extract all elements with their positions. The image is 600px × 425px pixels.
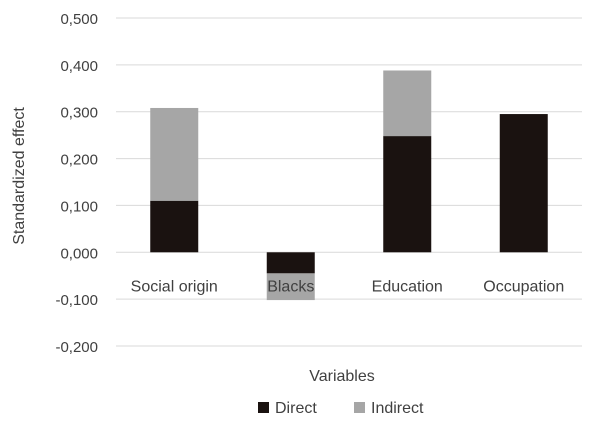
y-axis-ticks: 0,500 0,400 0,300 0,200 0,100 0,000 -0,100 -0,2… [55,11,98,356]
x-category-label: Occupation [483,278,564,295]
legend-label-indirect: Indirect [371,400,424,417]
legend-label-direct: Direct [275,400,317,417]
y-tick-label: 0,400 [60,58,98,75]
legend-swatch-direct [258,402,269,413]
y-tick-label: -0,100 [55,292,98,309]
y-tick-label: 0,200 [60,152,98,169]
bar-indirect-education [383,70,432,137]
legend: Direct Indirect [258,400,424,417]
bar-direct-occupation [499,114,548,253]
y-tick-label: 0,000 [60,245,98,262]
bar-indirect-blacks [266,273,315,301]
y-axis-title: Standardized effect [11,107,28,245]
y-tick-label: -0,200 [55,339,98,356]
y-tick-label: 0,500 [60,11,98,28]
bar-indirect-social-origin [150,107,199,201]
y-tick-label: 0,300 [60,105,98,122]
legend-swatch-indirect [354,402,365,413]
bar-direct-blacks [266,252,315,274]
x-category-label: Blacks [267,278,314,295]
bar-direct-education [383,136,432,253]
bar-direct-social-origin [150,200,199,253]
x-axis-categories: Social origin Blacks Education Occupation [131,278,565,295]
x-category-label: Social origin [131,278,218,295]
bars [150,70,548,301]
y-tick-label: 0,100 [60,198,98,215]
x-axis-title: Variables [309,368,375,385]
x-category-label: Education [372,278,443,295]
